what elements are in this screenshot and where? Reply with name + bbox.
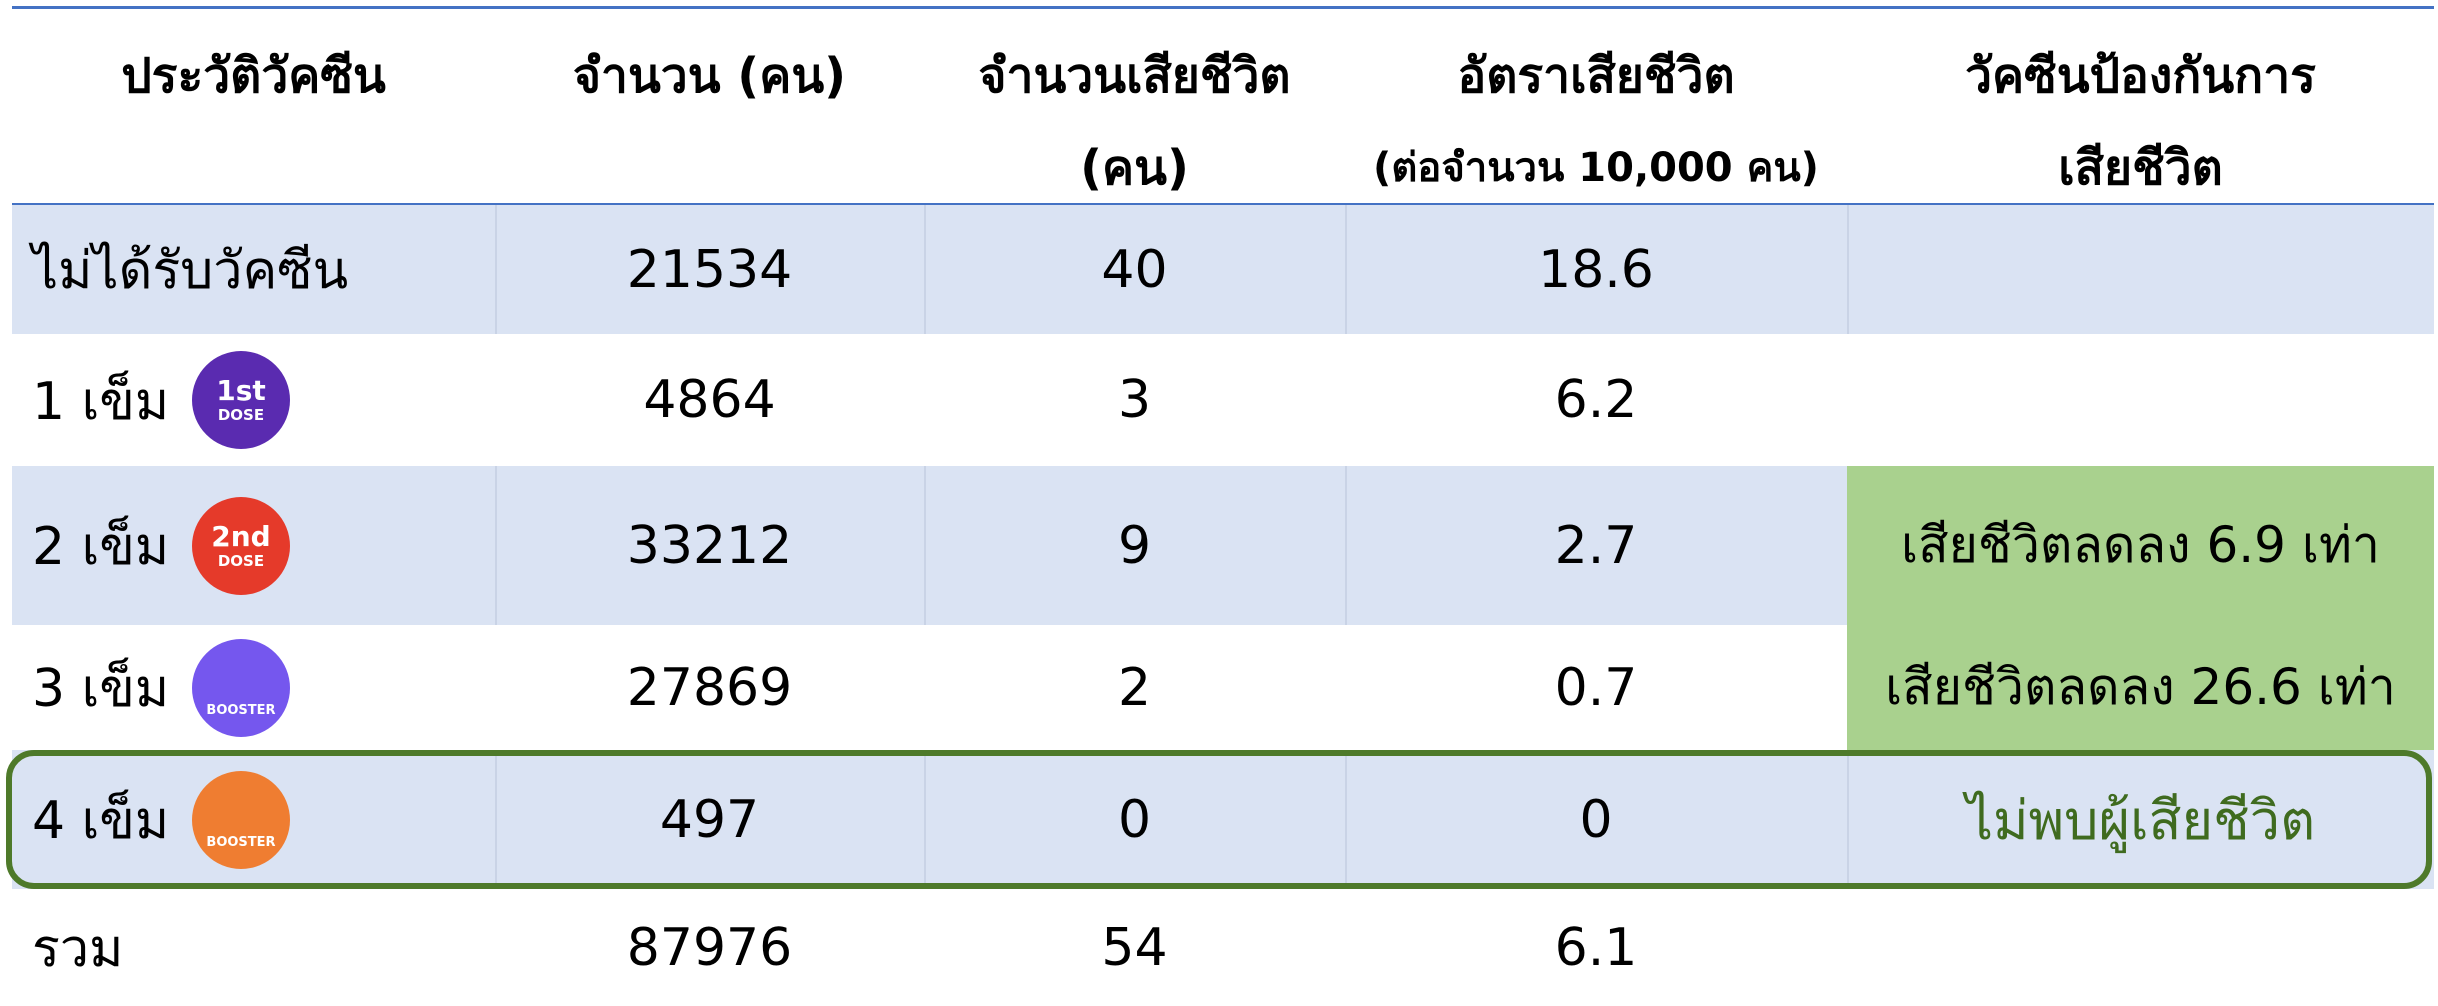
header-text: (คน) (1080, 140, 1189, 196)
col-divider (924, 750, 926, 889)
header-cell: จำนวน (คน) (495, 8, 924, 205)
header-cell: อัตราเสียชีวิต (ต่อจำนวน 10,000 คน) (1345, 8, 1847, 205)
badge-text: 2nd (211, 519, 271, 553)
row-label: 1 เข็ม (32, 371, 170, 432)
row-label: 4 เข็ม (32, 791, 170, 851)
header-text: (ต่อจำนวน 10,000 คน) (1373, 145, 1819, 191)
header-cell: ประวัติวัคซีน (12, 8, 495, 205)
col-divider (1345, 750, 1347, 889)
badge-text: BOOSTER (206, 703, 276, 719)
row-label: รวม (32, 919, 124, 979)
value-cell: 2 (1117, 657, 1152, 718)
value-cell: 0 (1117, 789, 1152, 850)
note-text: เสียชีวิตลดลง 6.9 เท่า (1901, 516, 2380, 574)
value-cell: 4864 (643, 370, 776, 430)
value-cell: 21534 (626, 239, 793, 300)
dose-badge: BOOSTER (192, 638, 290, 737)
col-divider (495, 466, 497, 625)
col-divider (924, 205, 926, 334)
header-text: อัตราเสียชีวิต (1457, 48, 1735, 104)
value-cell: 3 (1117, 370, 1152, 430)
value-cell: 33212 (626, 515, 793, 576)
value-cell: 0.7 (1554, 657, 1638, 718)
row-bg (12, 750, 2434, 889)
col-divider (1345, 466, 1347, 625)
header-text: เสียชีวิต (2058, 140, 2223, 196)
value-cell: 27869 (626, 657, 793, 718)
col-divider (495, 205, 497, 334)
dose-badge: 2nd DOSE (192, 496, 290, 595)
header-text: จำนวนเสียชีวิต (978, 48, 1291, 104)
note-bg (1847, 625, 2434, 750)
col-divider (1345, 205, 1347, 334)
value-cell: 87976 (626, 917, 793, 978)
dose-badge: BOOSTER (192, 770, 290, 869)
col-divider (1847, 205, 1849, 334)
col-divider (1847, 750, 1849, 889)
row-label: 2 เข็ม (32, 517, 170, 577)
row-bg (12, 205, 2434, 334)
header-text: จำนวน (คน) (572, 48, 847, 104)
header-cell: จำนวนเสียชีวิต (คน) (924, 8, 1345, 205)
note-text: เสียชีวิตลดลง 26.6 เท่า (1885, 658, 2396, 716)
value-cell: 40 (1101, 239, 1168, 300)
badge-text: DOSE (217, 551, 265, 570)
value-cell: 6.1 (1554, 917, 1638, 978)
header-cell: วัคซีนป้องกันการเสียชีวิต (1847, 8, 2434, 205)
row-label: 3 เข็ม (32, 659, 170, 719)
badge-text: DOSE (217, 406, 265, 425)
value-cell: 0 (1579, 789, 1613, 850)
value-cell: 2.7 (1554, 515, 1638, 576)
note-text: ไม่พบผู้เสียชีวิต (1965, 788, 2316, 852)
col-divider (924, 466, 926, 625)
row-label: ไม่ได้รับวัคซีน (32, 241, 349, 301)
badge-text: BOOSTER (206, 835, 276, 851)
value-cell: 497 (659, 789, 760, 850)
value-cell: 6.2 (1554, 370, 1638, 430)
value-cell: 9 (1117, 515, 1152, 576)
header-text: วัคซีนป้องกันการ (1965, 48, 2316, 104)
value-cell: 54 (1101, 917, 1168, 978)
badge-text: 1st (216, 374, 266, 408)
value-cell: 18.6 (1538, 239, 1654, 300)
header-top-rule (12, 6, 2434, 9)
header-text: ประวัติวัคซีน (121, 48, 386, 104)
highlight-outline (6, 750, 2432, 889)
header-bottom-rule (12, 203, 2434, 206)
col-divider (495, 750, 497, 889)
dose-badge: 1st DOSE (192, 351, 290, 449)
note-bg (1847, 466, 2434, 625)
